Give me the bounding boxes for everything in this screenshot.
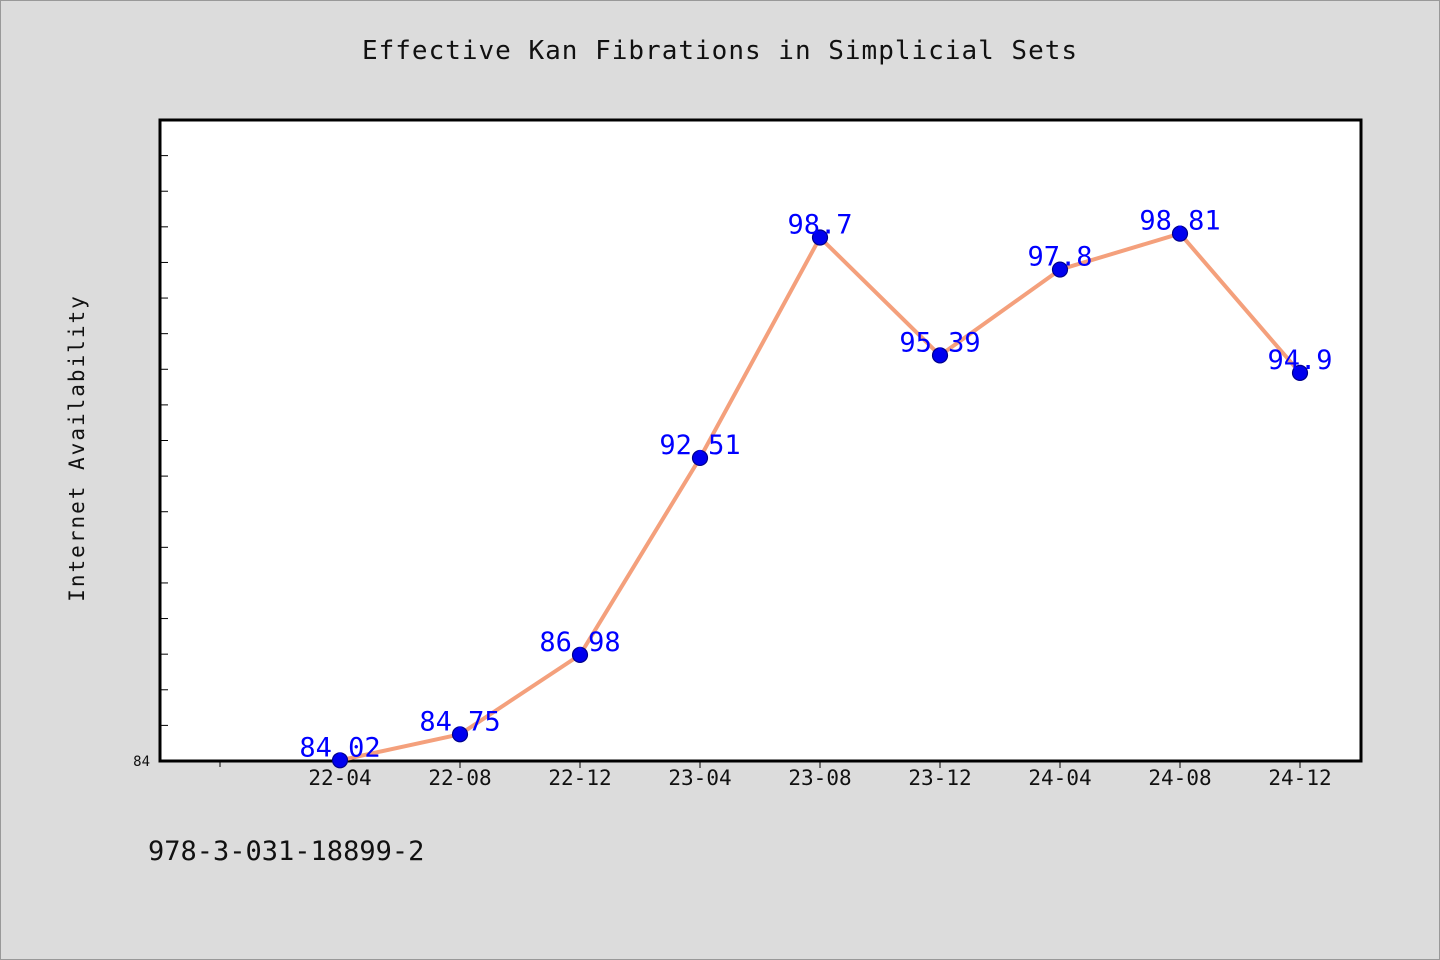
x-tick-label: 24-04: [1028, 766, 1091, 790]
data-label: 98.7: [787, 210, 852, 241]
x-tick-label: 23-08: [788, 766, 851, 790]
series-group: 84.02 84.75 86.98 92.51 98.7 95.39 97.8 98.81 94…: [299, 206, 1333, 769]
x-tick-label: 24-12: [1268, 766, 1331, 790]
x-tick-label: 22-08: [428, 766, 491, 790]
plot-area: [158, 118, 1363, 763]
data-point: [1291, 364, 1309, 381]
data-label: 86.98: [539, 627, 620, 658]
data-label: 84.02: [299, 732, 380, 763]
x-tick-label: 22-04: [308, 766, 371, 790]
data-point: [1051, 261, 1069, 278]
data-label: 95.39: [899, 327, 980, 358]
data-label: 97.8: [1027, 242, 1092, 273]
data-point: [571, 646, 589, 663]
data-label: 94.9: [1267, 345, 1332, 376]
data-point: [1171, 225, 1189, 242]
isbn-caption: 978-3-031-18899-2: [148, 836, 425, 867]
chart-title: Effective Kan Fibrations in Simplicial S…: [361, 36, 1079, 66]
x-ticks: 22-04 22-08 22-12 23-04 23-08 23-12 24-04 24-08…: [219, 761, 1332, 790]
data-point: [811, 229, 829, 246]
x-tick-label: 22-12: [548, 766, 611, 790]
data-point: [931, 347, 949, 364]
x-tick-label: 23-12: [908, 766, 971, 790]
data-point: [331, 752, 349, 769]
x-tick-label: 24-08: [1148, 766, 1211, 790]
data-label: 98.81: [1139, 206, 1220, 237]
y-tick-label: 84: [133, 754, 150, 770]
y-ticks: [160, 155, 168, 726]
data-point: [451, 726, 469, 743]
data-label: 84.75: [419, 706, 500, 737]
data-label: 92.51: [659, 430, 740, 461]
x-tick-label: 23-04: [668, 766, 731, 790]
data-point: [691, 449, 709, 467]
